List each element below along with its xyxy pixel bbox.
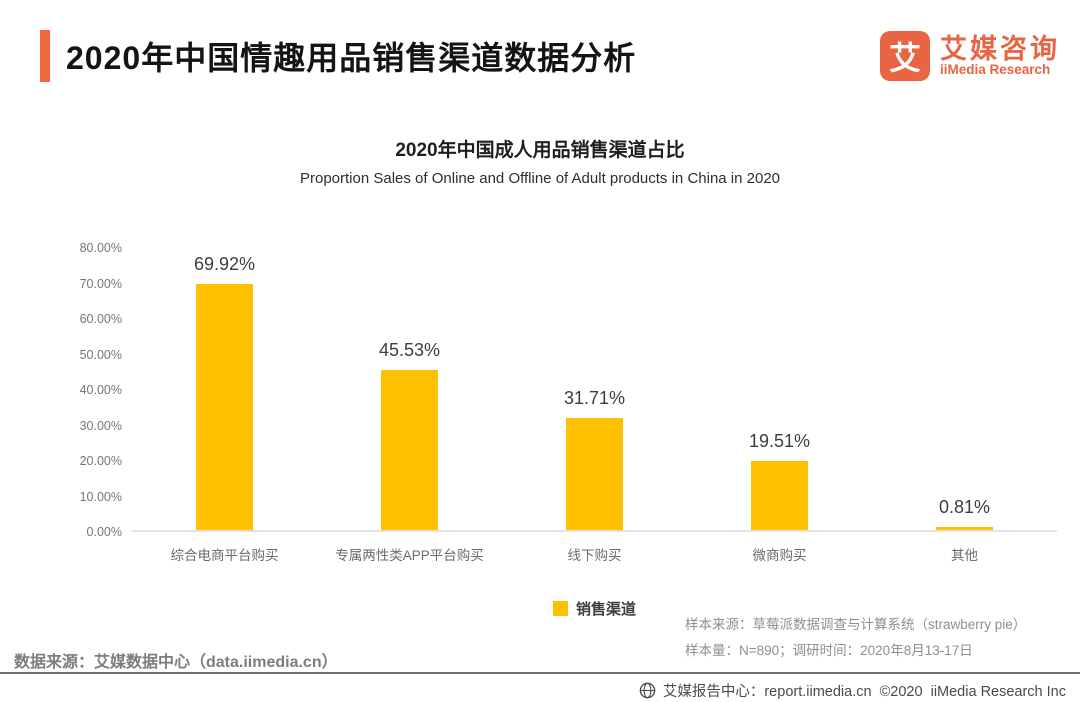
y-tick-label: 60.00% xyxy=(79,312,122,326)
sample-notes: 样本来源：草莓派数据调查与计算系统（strawberry pie） 样本量：N=… xyxy=(685,612,1026,664)
x-category-label: 微商购买 xyxy=(752,548,807,563)
sample-size-line: 样本量：N=890；调研时间：2020年8月13-17日 xyxy=(685,643,973,658)
legend-label: 销售渠道 xyxy=(575,601,636,618)
chart-title: 2020年中国成人用品销售渠道占比 xyxy=(395,140,685,161)
bar xyxy=(196,283,253,530)
y-tick-label: 20.00% xyxy=(79,454,122,468)
y-tick-label: 30.00% xyxy=(79,418,122,433)
y-axis: 0.00% 10.00% 20.00% 30.00% 40.00% 50.00% 60.00… xyxy=(60,241,122,539)
chart-legend: 销售渠道 xyxy=(132,598,1057,619)
sample-source-line: 样本来源：草莓派数据调查与计算系统（strawberry pie） xyxy=(685,617,1027,632)
bar xyxy=(566,418,623,530)
bar-value-label: 45.53% xyxy=(378,339,441,360)
globe-icon xyxy=(639,682,656,699)
bar-value-label: 69.92% xyxy=(193,253,256,274)
chart-subtitle: Proportion Sales of Online and Offline o… xyxy=(299,170,781,187)
logo-text: 艾媒咨询 iiMedia Research xyxy=(940,33,1060,78)
bar xyxy=(381,369,438,530)
title-accent-bar xyxy=(40,30,50,82)
data-source: 数据来源：艾媒数据中心（data.iimedia.cn） xyxy=(14,654,338,671)
bar-group: 31.71% xyxy=(502,248,687,530)
header: 2020年中国情趣用品销售渠道数据分析 艾 艾媒咨询 iiMedia Resea… xyxy=(40,28,1060,84)
bar-chart: 0.00% 10.00% 20.00% 30.00% 40.00% 50.00% 60.00… xyxy=(60,241,1060,578)
y-tick-label: 70.00% xyxy=(79,276,122,291)
plot-area: 69.92% 45.53% 31.71% 19.51% 0.81% xyxy=(132,248,1057,532)
y-tick-label: 50.00% xyxy=(79,347,122,362)
bar xyxy=(936,527,993,530)
bar-value-label: 0.81% xyxy=(938,497,991,517)
brand-name-en: iiMedia Research xyxy=(940,62,1051,78)
x-axis: 综合电商平台购买 专属两性类APP平台购买 线下购买 微商购买 其他 xyxy=(132,544,1057,564)
iimedia-logo-icon: 艾 xyxy=(880,31,930,81)
bar-group: 69.92% xyxy=(132,248,317,530)
brand-name-cn: 艾媒咨询 xyxy=(940,33,1060,64)
x-category-label: 专属两性类APP平台购买 xyxy=(335,548,484,563)
y-tick-label: 0.00% xyxy=(86,525,122,539)
x-category-label: 线下购买 xyxy=(567,548,622,563)
header-title-block: 2020年中国情趣用品销售渠道数据分析 xyxy=(40,30,636,82)
bar-group: 45.53% xyxy=(317,248,502,530)
y-tick-label: 40.00% xyxy=(79,383,122,397)
x-category-label: 其他 xyxy=(951,548,978,563)
footer: 艾媒报告中心：report.iimedia.cn ©2020 iiMedia R… xyxy=(639,680,1066,701)
page-title: 2020年中国情趣用品销售渠道数据分析 xyxy=(66,40,637,76)
bar-group: 0.81% xyxy=(872,248,1057,530)
legend-swatch xyxy=(552,601,568,616)
bar-group: 19.51% xyxy=(687,248,872,530)
x-category-label: 综合电商平台购买 xyxy=(170,548,279,563)
footer-text: 艾媒报告中心：report.iimedia.cn ©2020 iiMedia R… xyxy=(662,684,1066,700)
bar-value-label: 31.71% xyxy=(563,388,626,409)
bar-value-label: 19.51% xyxy=(748,431,811,452)
bar xyxy=(751,461,808,530)
footer-divider xyxy=(0,672,1080,674)
y-tick-label: 10.00% xyxy=(79,489,122,504)
y-tick-label: 80.00% xyxy=(79,241,122,255)
iimedia-logo: 艾 艾媒咨询 iiMedia Research xyxy=(880,31,1060,81)
